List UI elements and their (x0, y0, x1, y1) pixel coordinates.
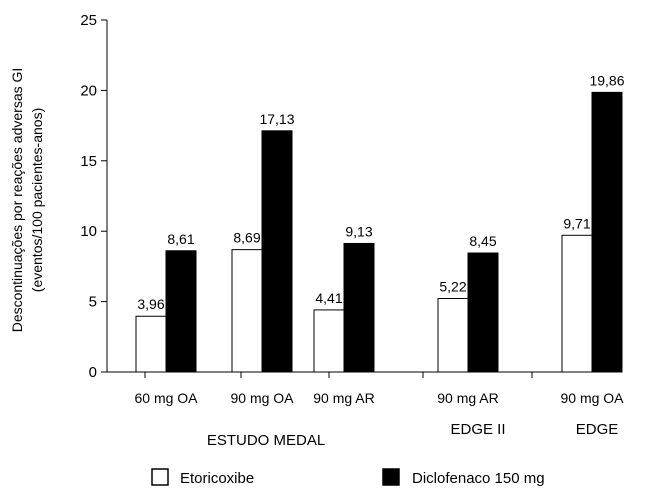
category-label: 90 mg OA (560, 390, 624, 406)
category-label: 60 mg OA (134, 390, 198, 406)
data-labels: 3,96 8,61 8,69 17,13 4,41 9,13 5,22 8,45 9,71 19,… (137, 72, 624, 312)
data-label-diclofenaco: 9,13 (345, 223, 372, 239)
bar-etoricoxibe (231, 249, 263, 373)
bar-diclofenaco (165, 250, 197, 373)
y-axis-title-line2: (eventos/100 pacientes-anos) (29, 108, 45, 292)
bar-etoricoxibe (313, 309, 345, 373)
y-tick-label: 0 (89, 364, 97, 381)
legend-swatch (151, 468, 169, 486)
bar-etoricoxibe (437, 298, 469, 373)
data-label-etoricoxibe: 5,22 (439, 279, 466, 295)
data-label-etoricoxibe: 8,69 (233, 230, 260, 246)
y-axis-ticks: 0 5 10 15 20 25 (80, 12, 533, 381)
bar-diclofenaco (467, 252, 499, 373)
data-label-diclofenaco: 8,45 (469, 233, 496, 249)
data-label-etoricoxibe: 3,96 (137, 296, 164, 312)
category-label: 90 mg AR (437, 390, 498, 406)
bar-etoricoxibe (135, 315, 167, 373)
y-tick-label: 5 (89, 294, 97, 311)
legend: Etoricoxibe Diclofenaco 150 mg (151, 468, 545, 487)
category-label: 90 mg AR (313, 390, 374, 406)
group-label: EDGE (576, 421, 619, 438)
group-label: EDGE II (450, 421, 505, 438)
chart-bars (135, 91, 623, 373)
y-axis-title-line1: Descontinuações por reações adversas GI (9, 68, 25, 333)
bar-diclofenaco (591, 91, 623, 373)
data-label-diclofenaco: 19,86 (589, 72, 624, 88)
data-label-etoricoxibe: 4,41 (315, 290, 342, 306)
data-label-diclofenaco: 17,13 (259, 111, 294, 127)
data-label-diclofenaco: 8,61 (167, 231, 194, 247)
bar-etoricoxibe (561, 234, 593, 373)
y-tick-label: 15 (80, 153, 97, 170)
data-label-etoricoxibe: 9,71 (563, 215, 590, 231)
legend-label: Etoricoxibe (180, 470, 254, 487)
bar-diclofenaco (261, 130, 293, 373)
category-label: 90 mg OA (230, 390, 294, 406)
y-tick-label: 25 (80, 12, 97, 29)
legend-label: Diclofenaco 150 mg (412, 470, 545, 487)
y-tick-label: 20 (80, 82, 97, 99)
category-labels: 60 mg OA 90 mg OA 90 mg AR 90 mg AR 90 mg OA (134, 390, 624, 406)
group-labels: ESTUDO MEDAL EDGE II EDGE (207, 421, 618, 449)
legend-swatch (382, 468, 400, 486)
y-tick-label: 10 (80, 223, 97, 240)
bar-diclofenaco (343, 242, 375, 373)
group-label: ESTUDO MEDAL (207, 432, 325, 449)
